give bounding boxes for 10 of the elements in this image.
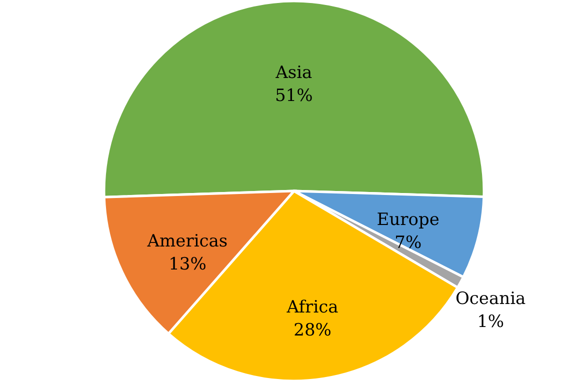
slice-label: Africa	[286, 297, 338, 318]
slice-label: Asia	[274, 63, 312, 84]
data-label: 1%	[477, 312, 504, 332]
data-label: 13%	[168, 254, 206, 274]
data-label: 28%	[294, 320, 332, 340]
slice-label: Europe	[376, 210, 440, 230]
data-label: 51%	[274, 86, 313, 106]
slice-label: Oceania	[455, 288, 526, 309]
data-label: 7%	[394, 233, 422, 254]
slice-label: Americas	[146, 231, 228, 252]
